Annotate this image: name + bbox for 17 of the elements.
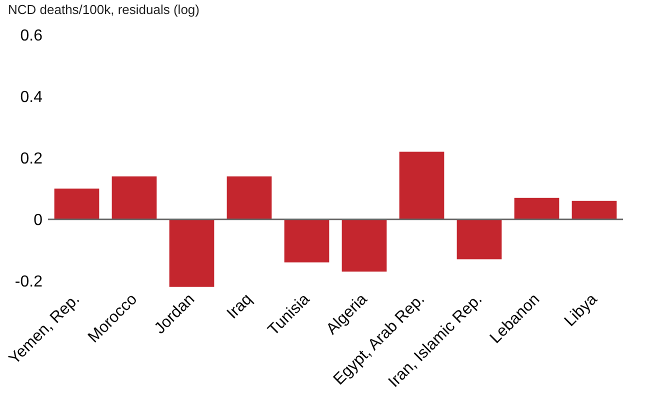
bar: [284, 219, 330, 262]
x-tick-label: Iraq: [224, 290, 256, 322]
bar: [514, 198, 560, 220]
bar: [54, 188, 100, 220]
bar: [456, 219, 502, 260]
y-tick-label: 0.6: [20, 28, 43, 44]
y-tick-label: 0.2: [20, 150, 43, 168]
chart-title: NCD deaths/100k, residuals (log): [8, 2, 200, 17]
bar: [112, 176, 157, 220]
y-tick-label: -0.2: [14, 273, 43, 290]
y-tick-label: 0.4: [20, 88, 43, 106]
bar: [572, 200, 617, 220]
bar: [169, 219, 214, 287]
bar: [399, 152, 444, 220]
bar: [342, 219, 387, 272]
y-tick-label: 0: [34, 212, 43, 229]
bar: [226, 176, 272, 220]
